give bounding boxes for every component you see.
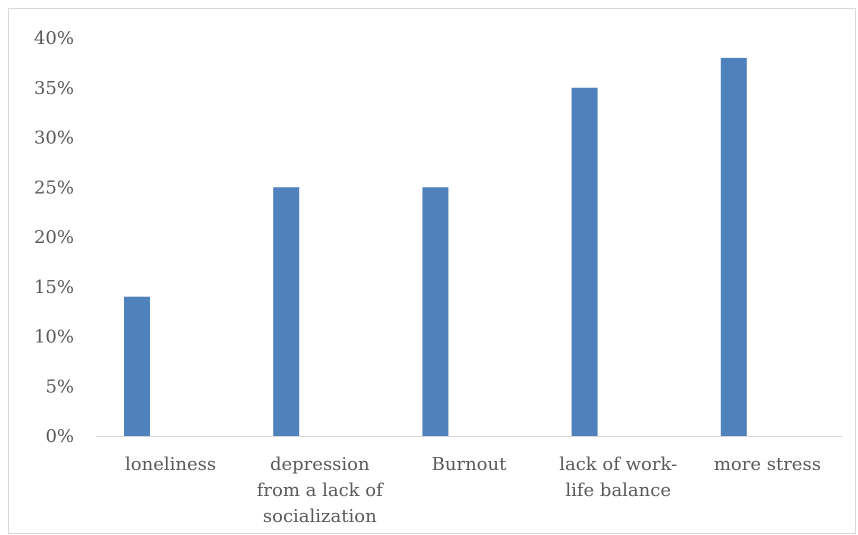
y-tick-label: 20% <box>34 227 74 248</box>
y-tick-label: 30% <box>34 128 74 149</box>
bar <box>720 57 747 437</box>
x-axis-labels: loneliness depression from a lack of social… <box>125 454 821 527</box>
y-tick-label: 10% <box>34 327 74 348</box>
bars <box>124 57 747 437</box>
x-category-label: depression from a lack of socialization <box>257 454 384 527</box>
x-category-label: more stress <box>714 454 821 475</box>
y-tick-label: 25% <box>34 177 74 198</box>
x-category-label: Burnout <box>432 454 507 475</box>
x-category-label: loneliness <box>125 454 216 475</box>
y-tick-label: 5% <box>45 376 74 397</box>
bar <box>124 296 150 436</box>
bar <box>273 187 300 436</box>
y-tick-label: 0% <box>45 426 74 447</box>
y-tick-label: 15% <box>34 277 74 298</box>
bar <box>422 187 449 436</box>
x-category-label: lack of work-life balance <box>559 454 677 501</box>
bar <box>571 87 598 436</box>
y-tick-label: 35% <box>34 78 74 99</box>
y-tick-label: 40% <box>34 28 74 49</box>
y-axis-ticks: 0% 5% 10% 15% 20% 25% 30% 35% 40% <box>34 28 74 447</box>
